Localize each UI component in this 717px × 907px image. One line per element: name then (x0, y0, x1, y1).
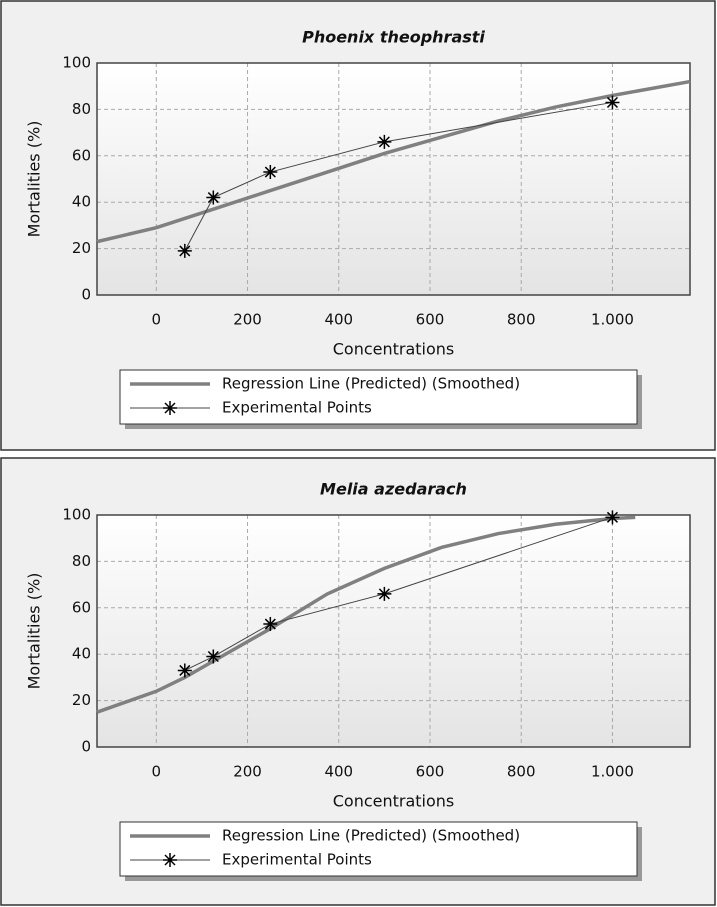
x-tick-label: 200 (233, 311, 262, 329)
marker (377, 134, 392, 149)
x-tick-label: 400 (324, 311, 353, 329)
x-tick-label: 400 (324, 763, 353, 781)
series-line (96, 79, 691, 244)
y-tick-label: 40 (72, 645, 91, 663)
y-tick-label: 60 (72, 146, 91, 164)
y-tick-label: 80 (72, 552, 91, 570)
y-tick-label: 0 (81, 738, 91, 756)
series-line (96, 515, 636, 714)
x-tick-label: 600 (416, 311, 445, 329)
y-tick-label: 60 (72, 598, 91, 616)
y-tick-label: 100 (62, 506, 91, 524)
plot-border (96, 62, 691, 296)
marker (263, 617, 278, 632)
x-tick-label: 0 (152, 763, 162, 781)
marker (206, 649, 221, 664)
x-tick-label: 600 (416, 763, 445, 781)
legend-marker (163, 853, 177, 867)
marker (377, 586, 392, 601)
legend-label: Regression Line (Predicted) (Smoothed) (222, 827, 520, 845)
marker (605, 510, 620, 525)
legend-label: Experimental Points (222, 851, 372, 869)
plot-border (96, 514, 691, 748)
y-tick-label: 40 (72, 193, 91, 211)
x-tick-label: 200 (233, 763, 262, 781)
y-axis-label: Mortalities (%) (25, 573, 44, 690)
plot-area (97, 63, 690, 295)
marker (605, 95, 620, 110)
y-tick-label: 100 (62, 54, 91, 72)
chart-title: Melia azedarach (320, 480, 467, 499)
marker (177, 243, 192, 258)
chart-title: Phoenix theophrasti (302, 28, 485, 47)
x-axis-label: Concentrations (333, 792, 455, 811)
x-axis-label: Concentrations (333, 340, 455, 359)
x-tick-label: 800 (507, 311, 536, 329)
y-tick-label: 0 (81, 286, 91, 304)
x-tick-label: 0 (152, 311, 162, 329)
y-axis-label: Mortalities (%) (25, 121, 44, 238)
legend-marker (163, 401, 177, 415)
plot-area (97, 515, 690, 747)
y-tick-label: 20 (72, 691, 91, 709)
legend (119, 369, 638, 425)
y-tick-label: 20 (72, 239, 91, 257)
marker (206, 190, 221, 205)
marker (263, 165, 278, 180)
x-tick-label: 1.000 (591, 763, 634, 781)
legend-label: Experimental Points (222, 399, 372, 417)
legend (119, 821, 638, 877)
y-tick-label: 80 (72, 100, 91, 118)
marker (177, 663, 192, 678)
x-tick-label: 800 (507, 763, 536, 781)
x-tick-label: 1.000 (591, 311, 634, 329)
legend-label: Regression Line (Predicted) (Smoothed) (222, 375, 520, 393)
